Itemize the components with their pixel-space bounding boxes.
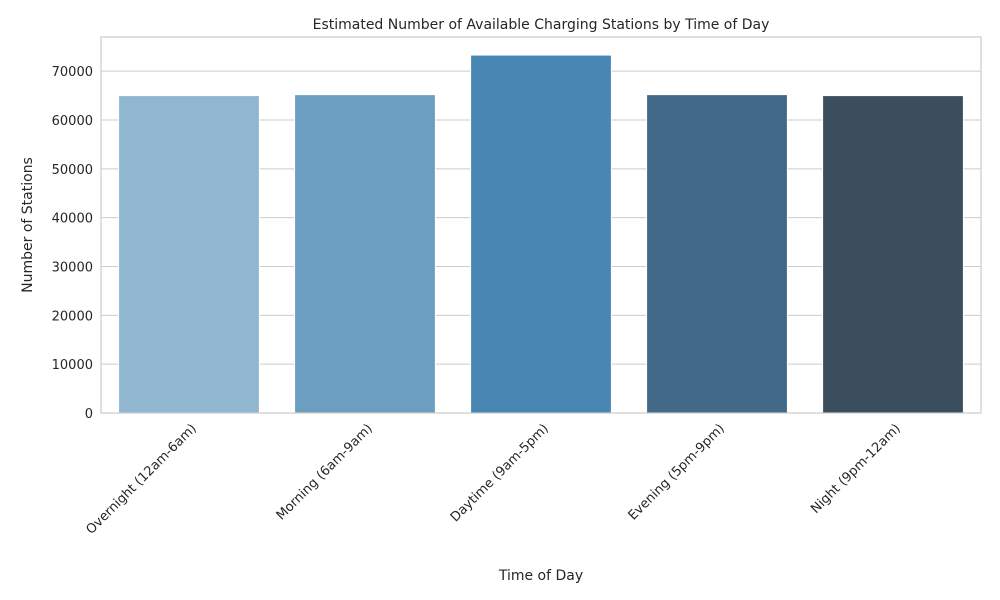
- bar: [294, 94, 436, 414]
- x-tick-label: Morning (6am-9am): [274, 421, 376, 523]
- y-tick-label: 70000: [52, 65, 93, 80]
- y-tick-label: 0: [85, 407, 93, 422]
- y-tick-label: 50000: [52, 163, 93, 178]
- x-tick-label: Overnight (12am-6am): [83, 421, 199, 537]
- y-tick-label: 20000: [52, 309, 93, 324]
- bar: [118, 95, 260, 414]
- x-tick-label: Evening (5pm-9pm): [626, 421, 728, 523]
- chart-title: Estimated Number of Available Charging S…: [313, 17, 770, 33]
- y-axis-label: Number of Stations: [20, 157, 36, 293]
- bar: [822, 95, 964, 414]
- y-tick-label: 60000: [52, 114, 93, 129]
- bars: [118, 54, 964, 414]
- x-tick-label: Night (9pm-12am): [808, 421, 904, 517]
- bar: [646, 94, 788, 414]
- y-tick-label: 30000: [52, 261, 93, 276]
- y-tick-label: 40000: [52, 212, 93, 227]
- plot-frame: [100, 36, 982, 414]
- x-tick-labels: Overnight (12am-6am) Morning (6am-9am) Day…: [83, 421, 903, 537]
- y-tick-label: 10000: [52, 358, 93, 373]
- y-tick-labels: 0 10000 20000 30000 40000 50000 60000 70000: [52, 65, 93, 422]
- x-tick-label: Daytime (9am-5pm): [448, 421, 552, 525]
- x-axis-label: Time of Day: [498, 568, 583, 584]
- bar: [470, 54, 612, 414]
